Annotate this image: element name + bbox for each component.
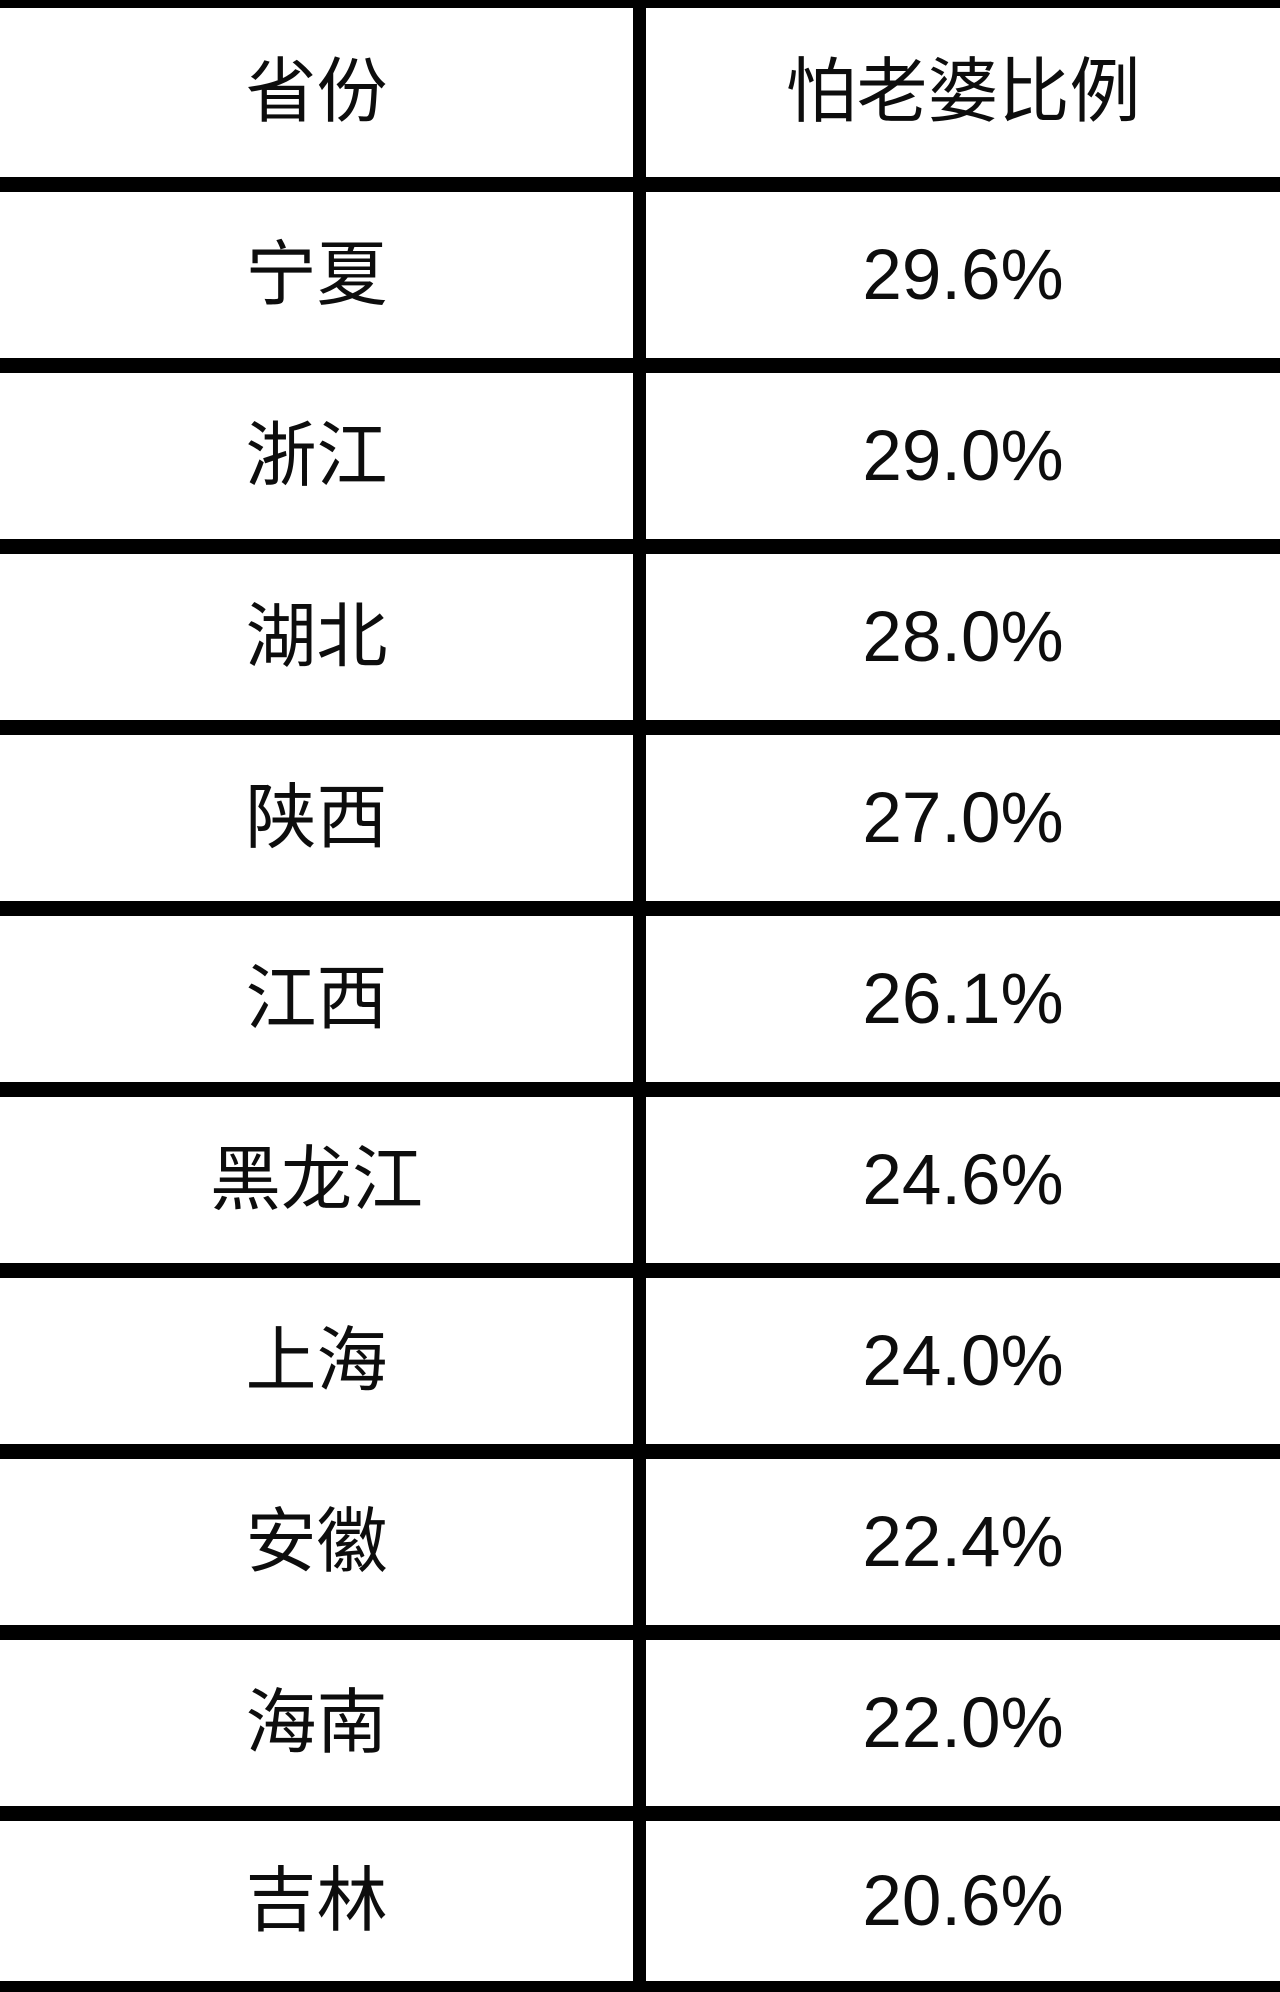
ratio-cell: 24.6% xyxy=(862,1140,1064,1220)
table-header-row: 省份 怕老婆比例 xyxy=(0,8,1280,192)
ratio-cell: 26.1% xyxy=(862,959,1064,1039)
table-row: 上海 24.0% xyxy=(0,1278,1280,1459)
province-cell: 宁夏 xyxy=(0,192,646,358)
province-cell: 吉林 xyxy=(0,1821,646,1981)
table-row: 陕西 27.0% xyxy=(0,735,1280,916)
ratio-cell: 29.6% xyxy=(862,235,1064,315)
table-row: 吉林 20.6% xyxy=(0,1821,1280,1992)
province-cell: 安徽 xyxy=(0,1459,646,1625)
ratio-cell: 20.6% xyxy=(862,1861,1064,1941)
province-cell: 湖北 xyxy=(0,554,646,720)
province-cell: 上海 xyxy=(0,1278,646,1444)
header-cell-province: 省份 xyxy=(0,8,646,177)
table-row: 江西 26.1% xyxy=(0,916,1280,1097)
table-row: 海南 22.0% xyxy=(0,1640,1280,1821)
province-cell: 黑龙江 xyxy=(0,1097,646,1263)
ratio-cell: 29.0% xyxy=(862,416,1064,496)
province-cell: 陕西 xyxy=(0,735,646,901)
ratio-cell: 24.0% xyxy=(862,1321,1064,1401)
ratio-cell: 27.0% xyxy=(862,778,1064,858)
table-row: 安徽 22.4% xyxy=(0,1459,1280,1640)
table-row: 黑龙江 24.6% xyxy=(0,1097,1280,1278)
header-cell-ratio: 怕老婆比例 xyxy=(785,53,1141,132)
ratio-cell: 22.4% xyxy=(862,1502,1064,1582)
province-cell: 江西 xyxy=(0,916,646,1082)
province-cell: 海南 xyxy=(0,1640,646,1806)
table-row: 浙江 29.0% xyxy=(0,373,1280,554)
ratio-cell: 22.0% xyxy=(862,1683,1064,1763)
ratio-cell: 28.0% xyxy=(862,597,1064,677)
table-top-border xyxy=(0,0,1280,8)
table-row: 宁夏 29.6% xyxy=(0,192,1280,373)
province-cell: 浙江 xyxy=(0,373,646,539)
table-row: 湖北 28.0% xyxy=(0,554,1280,735)
